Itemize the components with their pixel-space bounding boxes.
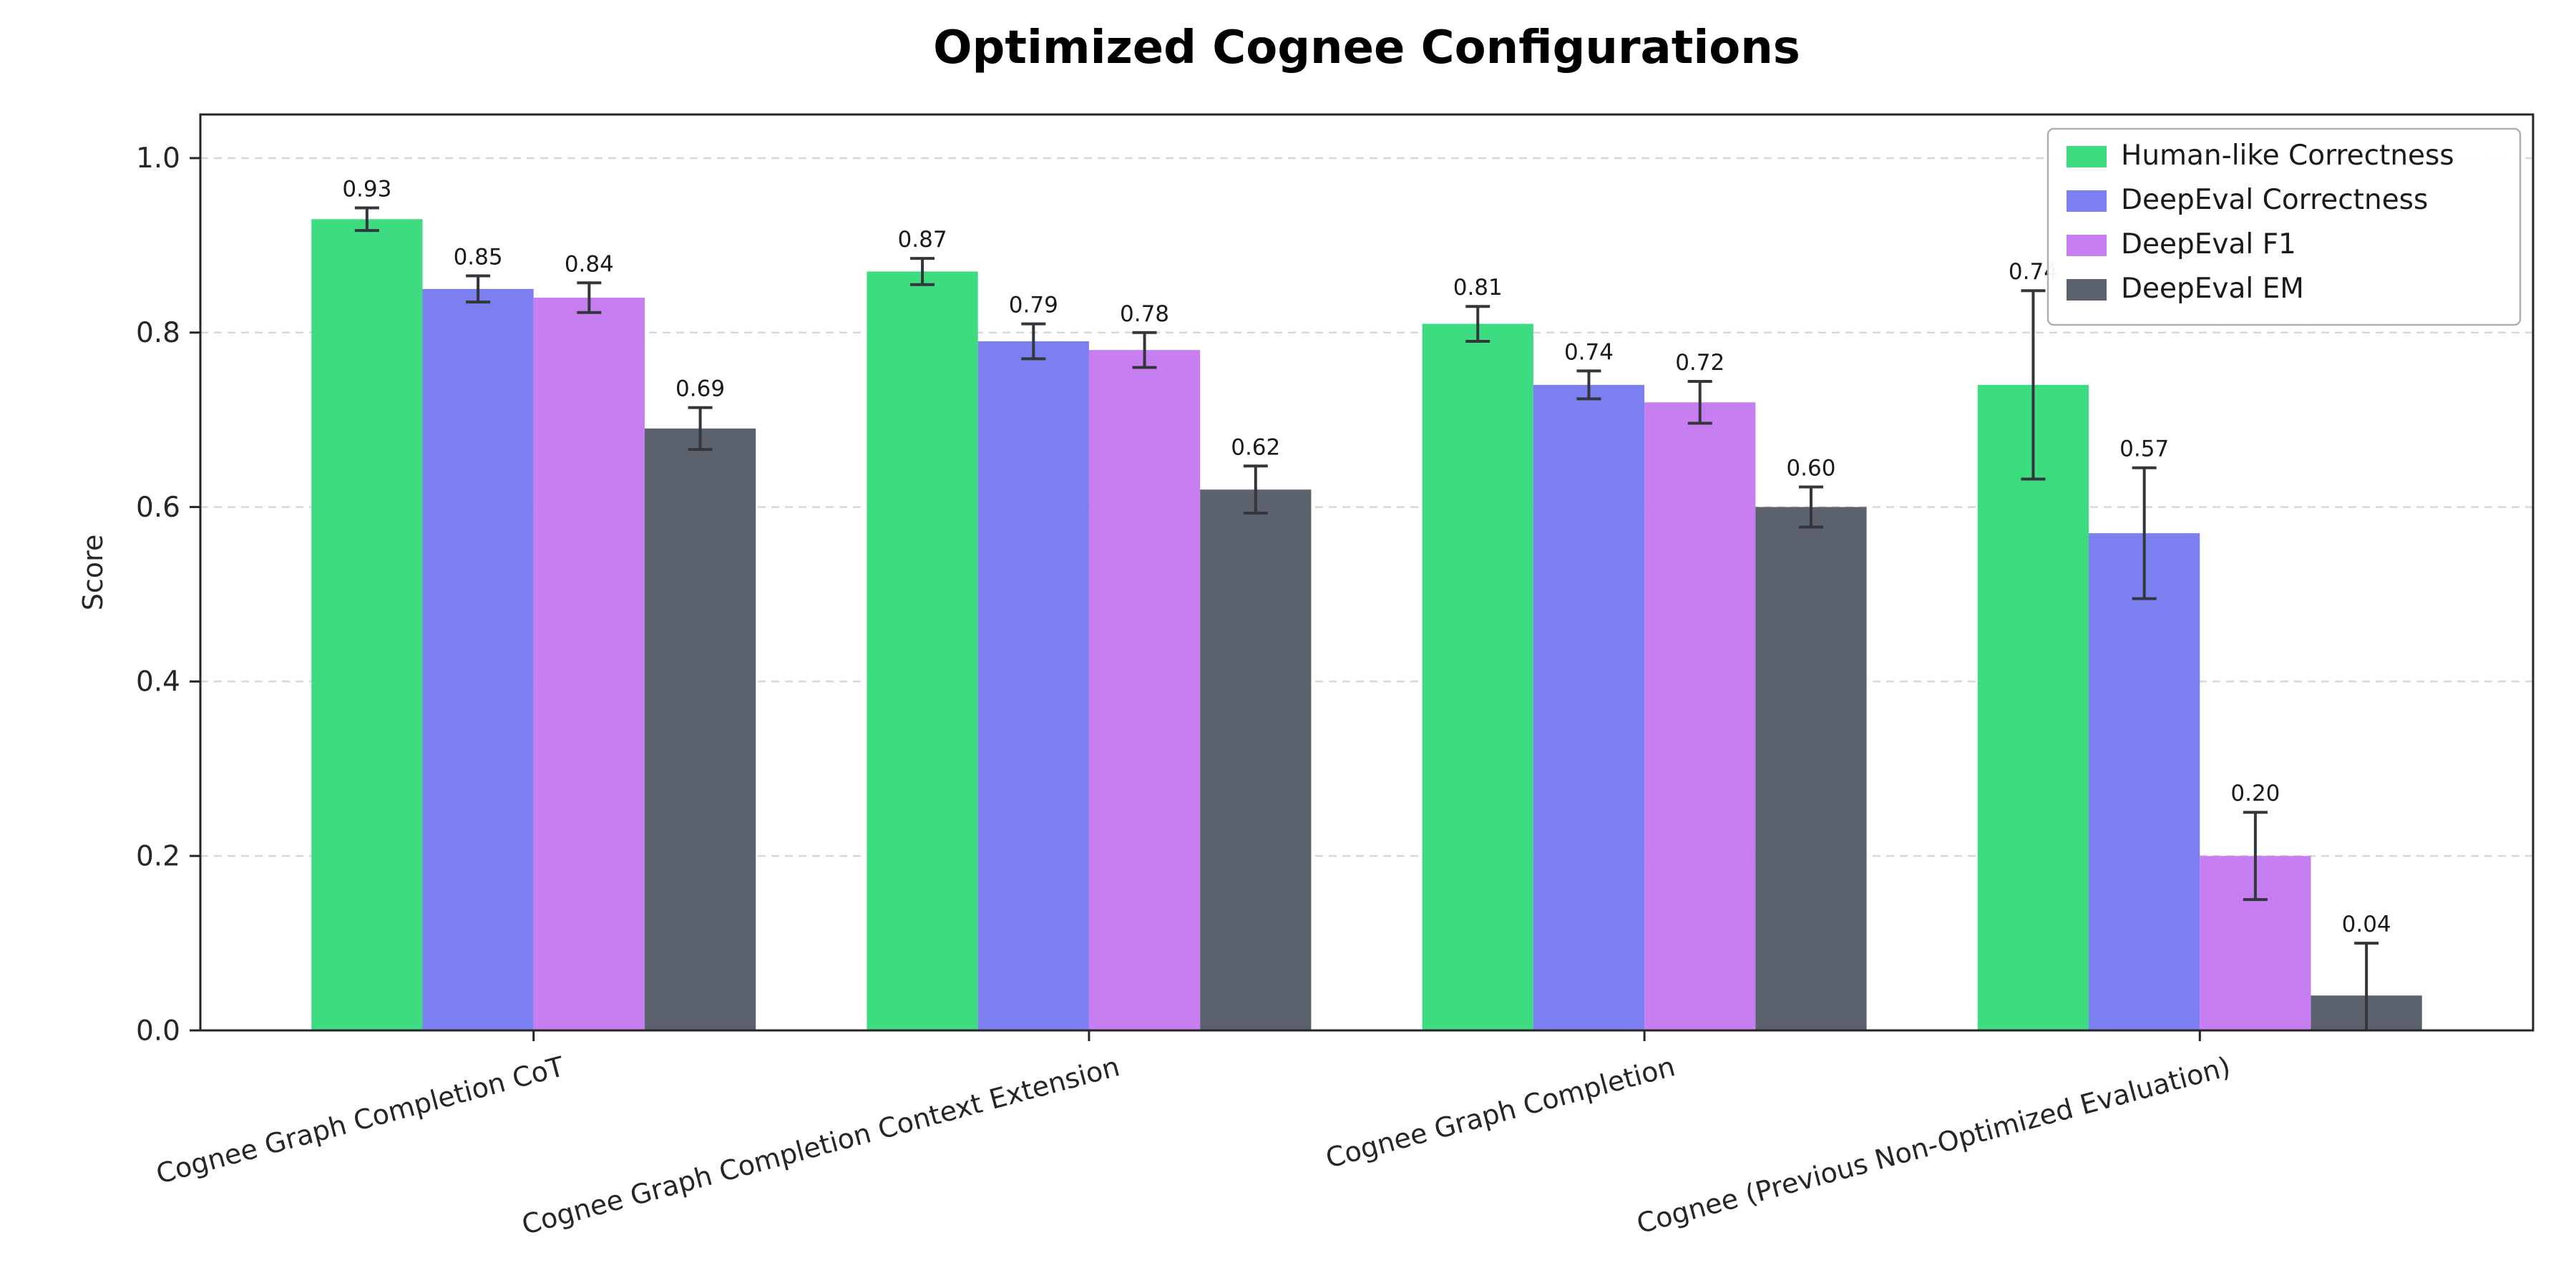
bar-value-label: 0.04	[2342, 912, 2391, 937]
bar-value-label: 0.87	[898, 227, 947, 253]
bar-value-label: 0.74	[1564, 339, 1614, 365]
y-axis-label: Score	[77, 534, 109, 611]
bar-value-label: 0.85	[454, 245, 503, 270]
y-tick-label: 0.6	[136, 492, 180, 524]
bar-value-label: 0.93	[342, 176, 391, 202]
y-tick-label: 0.0	[136, 1015, 180, 1047]
legend-label: DeepEval Correctness	[2121, 184, 2428, 216]
bar	[1422, 323, 1533, 1031]
bar	[311, 219, 423, 1031]
legend-label: Human-like Correctness	[2121, 140, 2454, 172]
bar	[1533, 384, 1645, 1030]
bar	[977, 341, 1089, 1030]
legend-label: DeepEval EM	[2121, 273, 2304, 305]
y-tick-label: 1.0	[136, 142, 180, 175]
bar-value-label: 0.69	[675, 376, 725, 402]
bar	[867, 271, 978, 1030]
y-tick-label: 0.8	[136, 317, 180, 349]
legend-label: DeepEval F1	[2121, 228, 2296, 260]
bar-value-label: 0.20	[2230, 781, 2280, 806]
bar-value-label: 0.78	[1120, 301, 1169, 327]
bar	[1200, 489, 1312, 1030]
bar-value-label: 0.84	[565, 251, 614, 277]
bar	[2089, 533, 2200, 1030]
bar	[644, 428, 756, 1030]
plot-border	[199, 113, 2534, 1032]
bar	[533, 298, 645, 1030]
y-tick-label: 0.4	[136, 666, 180, 698]
legend-swatch	[2067, 146, 2107, 167]
legend-swatch	[2067, 279, 2107, 301]
x-tick-label: Cognee (Previous Non-Optimized Evaluatio…	[1634, 1050, 2234, 1239]
x-tick-label: Cognee Graph Completion Context Extensio…	[519, 1050, 1123, 1241]
bar	[422, 288, 534, 1030]
chart-title: Optimized Cognee Configurations	[933, 21, 1800, 74]
bar-value-label: 0.57	[2119, 436, 2169, 462]
legend-swatch	[2067, 190, 2107, 212]
legend-swatch	[2067, 235, 2107, 256]
bar	[1755, 507, 1867, 1030]
bar-value-label: 0.62	[1231, 434, 1280, 460]
bar-value-label: 0.79	[1009, 293, 1058, 318]
bar-value-label: 0.60	[1786, 456, 1835, 482]
bar	[1644, 402, 1756, 1030]
bar-value-label: 0.72	[1675, 350, 1724, 376]
bar-value-label: 0.81	[1453, 275, 1503, 301]
legend-box	[2046, 127, 2522, 326]
x-tick-label: Cognee Graph Completion	[1322, 1050, 1678, 1174]
y-tick-label: 0.2	[136, 840, 180, 872]
bar	[1977, 384, 2089, 1030]
bar	[1088, 350, 1201, 1031]
x-tick-label: Cognee Graph Completion CoT	[153, 1050, 568, 1190]
